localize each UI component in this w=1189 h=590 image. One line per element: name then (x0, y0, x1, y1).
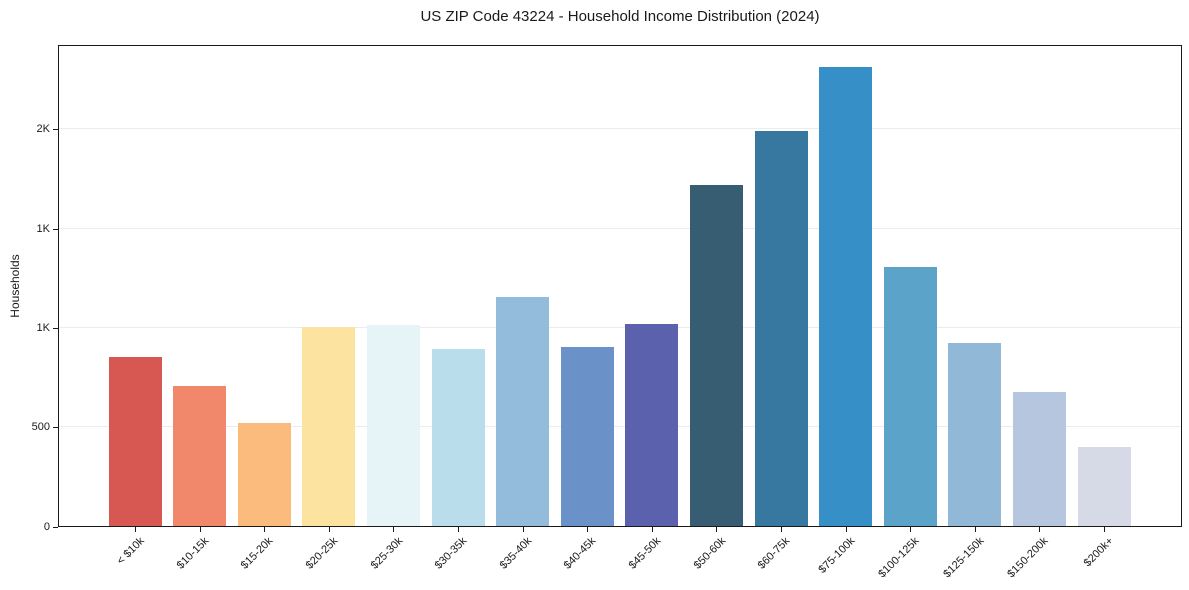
bar-$10-15k (173, 386, 227, 526)
bar-$200k+ (1077, 447, 1131, 526)
plot-area (58, 45, 1182, 527)
x-tick-label: $25-30k (368, 535, 405, 572)
y-tick-mark (53, 228, 58, 230)
x-tick-label: $50-60k (691, 535, 728, 572)
x-tick-label: $150-200k (1005, 535, 1051, 581)
x-tick-label: $30-35k (432, 535, 470, 572)
bar-$25-30k (366, 325, 420, 526)
bar-$35-40k (496, 297, 550, 526)
x-tick-mark (1039, 527, 1041, 532)
bar-$150-200k (1012, 392, 1066, 526)
bar-$125-150k (948, 343, 1002, 526)
x-tick-label: $75-100k (816, 535, 858, 576)
x-tick-label: $35-40k (497, 535, 535, 572)
bar-$50-60k (689, 185, 743, 526)
x-tick-mark (1104, 527, 1105, 532)
x-tick-mark (651, 527, 653, 532)
x-tick-label: $100-125k (876, 535, 922, 581)
y-tick-mark (53, 427, 58, 429)
x-tick-mark (264, 527, 266, 532)
x-tick-label: < $10k (114, 535, 147, 568)
bar-$75-100k (819, 67, 873, 526)
bar-$100-125k (883, 267, 937, 526)
x-tick-mark (522, 527, 524, 532)
x-tick-mark (393, 527, 395, 532)
x-tick-label: $10-15k (174, 535, 212, 572)
bar-$45-50k (625, 324, 679, 526)
x-tick-mark (199, 527, 201, 532)
x-tick-mark (781, 527, 782, 532)
x-tick-label: $125-150k (941, 535, 987, 581)
x-tick-label: $200k+ (1081, 535, 1116, 570)
x-tick-label: $40-45k (562, 535, 599, 572)
y-tick-label: 1K (36, 321, 50, 334)
bar-$20-25k (302, 327, 356, 526)
bar-$30-35k (431, 349, 485, 526)
x-tick-mark (135, 527, 136, 532)
x-tick-mark (974, 527, 976, 532)
x-tick-mark (845, 527, 847, 532)
y-tick-mark (53, 327, 58, 329)
x-tick-label: $60-75k (755, 535, 793, 572)
x-tick-mark (328, 527, 330, 532)
y-tick-label: 500 (31, 421, 50, 434)
x-tick-mark (587, 527, 589, 532)
x-tick-mark (458, 527, 459, 532)
x-tick-label: $45-50k (626, 535, 664, 572)
y-tick-mark (53, 526, 58, 528)
y-axis-label: Households (8, 254, 22, 318)
x-tick-mark (910, 527, 912, 532)
bar-$40-45k (560, 347, 614, 526)
gridline-1500 (59, 227, 1181, 229)
y-tick-label: 0 (43, 520, 50, 533)
chart-title: US ZIP Code 43224 - Household Income Dis… (420, 8, 820, 25)
y-tick-label: 1K (36, 222, 50, 235)
gridline-500 (59, 426, 1181, 428)
y-tick-mark (53, 129, 58, 131)
gridline-2000 (59, 128, 1181, 130)
bar-$15-20k (237, 423, 291, 526)
x-tick-mark (716, 527, 718, 532)
bar-< $10k (108, 357, 162, 526)
x-tick-label: $20-25k (303, 535, 341, 572)
bar-$60-75k (754, 131, 808, 526)
gridline-1000 (59, 326, 1181, 328)
x-tick-label: $15-20k (239, 535, 276, 572)
y-tick-label: 2K (36, 123, 50, 136)
